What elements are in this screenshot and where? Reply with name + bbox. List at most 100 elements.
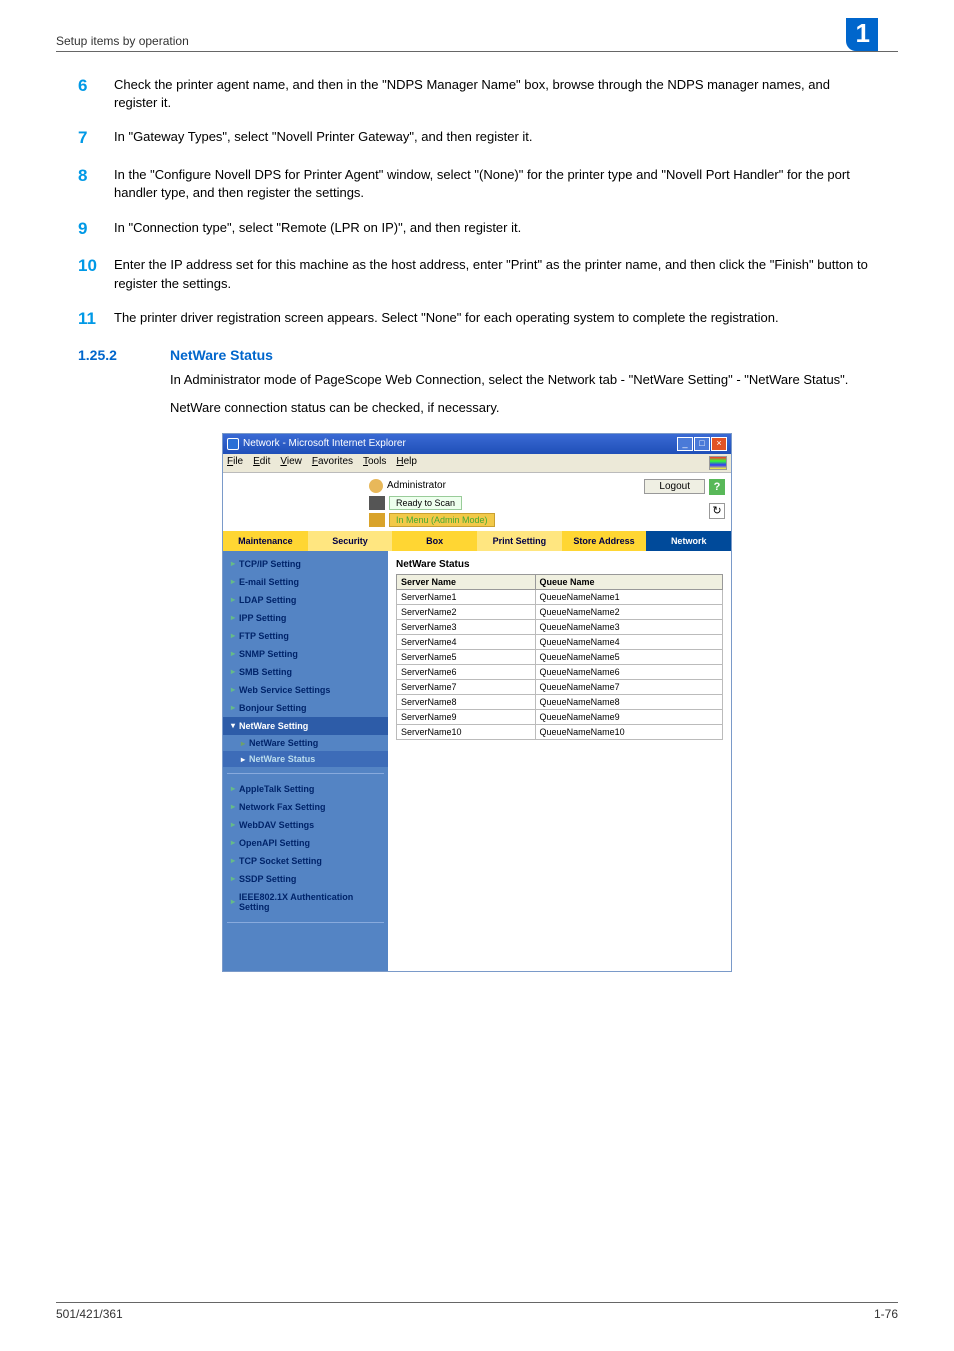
sidebar-item-snmp-setting[interactable]: SNMP Setting [223,645,388,663]
sidebar-item-e-mail-setting[interactable]: E-mail Setting [223,573,388,591]
sidebar-item-ipp-setting[interactable]: IPP Setting [223,609,388,627]
step: 8In the "Configure Novell DPS for Printe… [78,164,876,202]
step-text: In the "Configure Novell DPS for Printer… [114,164,876,202]
sidebar: TCP/IP SettingE-mail SettingLDAP Setting… [223,551,388,971]
table-cell: QueueNameName8 [535,694,722,709]
step: 7In "Gateway Types", select "Novell Prin… [78,126,876,150]
sidebar-item-netware-setting[interactable]: NetWare Setting [223,735,388,751]
tab-bar: MaintenanceSecurityBoxPrint SettingStore… [223,531,731,551]
sidebar-item-tcp-ip-setting[interactable]: TCP/IP Setting [223,555,388,573]
table-cell: QueueNameName4 [535,634,722,649]
ie-icon [227,438,239,450]
menu-favorites[interactable]: Favorites [312,456,353,470]
table-row: ServerName4QueueNameName4 [397,634,723,649]
section-para-1: In Administrator mode of PageScope Web C… [170,371,876,389]
scanner-icon [369,513,385,527]
browser-window: Network - Microsoft Internet Explorer _ … [222,433,732,972]
step-text: In "Connection type", select "Remote (LP… [114,217,521,241]
table-cell: ServerName3 [397,619,536,634]
table-cell: QueueNameName3 [535,619,722,634]
tab-network[interactable]: Network [646,531,731,551]
menu-edit[interactable]: Edit [253,456,270,470]
section-title: NetWare Status [170,347,273,363]
table-row: ServerName8QueueNameName8 [397,694,723,709]
tab-box[interactable]: Box [392,531,477,551]
sidebar-item-network-fax-setting[interactable]: Network Fax Setting [223,798,388,816]
table-cell: QueueNameName7 [535,679,722,694]
sidebar-item-appletalk-setting[interactable]: AppleTalk Setting [223,780,388,798]
printer-icon [369,496,385,510]
status-ready: Ready to Scan [389,496,462,510]
menu-view[interactable]: View [280,456,302,470]
close-button[interactable]: × [711,437,727,451]
col-server-name: Server Name [397,574,536,589]
app-header: Administrator Ready to Scan In Menu (Adm… [223,473,731,531]
table-cell: ServerName8 [397,694,536,709]
step-number: 7 [78,126,114,150]
step: 6Check the printer agent name, and then … [78,74,876,112]
sidebar-item-ssdp-setting[interactable]: SSDP Setting [223,870,388,888]
table-cell: QueueNameName1 [535,589,722,604]
sidebar-item-smb-setting[interactable]: SMB Setting [223,663,388,681]
sidebar-item-ldap-setting[interactable]: LDAP Setting [223,591,388,609]
table-row: ServerName9QueueNameName9 [397,709,723,724]
table-cell: ServerName2 [397,604,536,619]
step-text: In "Gateway Types", select "Novell Print… [114,126,533,150]
step: 9In "Connection type", select "Remote (L… [78,217,876,241]
table-cell: QueueNameName2 [535,604,722,619]
col-queue-name: Queue Name [535,574,722,589]
table-cell: QueueNameName6 [535,664,722,679]
main-panel: NetWare Status Server Name Queue Name Se… [388,551,731,971]
table-cell: ServerName4 [397,634,536,649]
sidebar-item-openapi-setting[interactable]: OpenAPI Setting [223,834,388,852]
chapter-badge: 1 [846,18,878,51]
menu-tools[interactable]: Tools [363,456,386,470]
sidebar-item-ftp-setting[interactable]: FTP Setting [223,627,388,645]
sidebar-item-ieee802-1x-authentication-setting[interactable]: IEEE802.1X Authentication Setting [223,888,388,916]
sidebar-item-netware-status[interactable]: NetWare Status [223,751,388,767]
window-title: Network - Microsoft Internet Explorer [243,438,406,449]
table-cell: ServerName7 [397,679,536,694]
table-cell: QueueNameName5 [535,649,722,664]
tab-security[interactable]: Security [308,531,393,551]
step: 10Enter the IP address set for this mach… [78,254,876,292]
step-number: 11 [78,307,114,331]
status-inmenu: In Menu (Admin Mode) [389,513,495,527]
logout-button[interactable]: Logout [644,479,705,494]
table-row: ServerName5QueueNameName5 [397,649,723,664]
sidebar-item-netware-setting[interactable]: NetWare Setting [223,717,388,735]
menu-bar: File Edit View Favorites Tools Help [223,454,731,473]
tab-store-address[interactable]: Store Address [562,531,647,551]
admin-icon [369,479,383,493]
sidebar-item-bonjour-setting[interactable]: Bonjour Setting [223,699,388,717]
breadcrumb-text: Setup items by operation [56,34,189,48]
step-number: 8 [78,164,114,202]
sidebar-divider [227,773,384,774]
refresh-button[interactable]: ↻ [709,503,725,519]
table-cell: ServerName5 [397,649,536,664]
help-button[interactable]: ? [709,479,725,495]
table-cell: ServerName9 [397,709,536,724]
minimize-button[interactable]: _ [677,437,693,451]
table-row: ServerName10QueueNameName10 [397,724,723,739]
table-cell: ServerName1 [397,589,536,604]
table-row: ServerName2QueueNameName2 [397,604,723,619]
panel-title: NetWare Status [396,559,723,570]
table-row: ServerName1QueueNameName1 [397,589,723,604]
step: 11The printer driver registration screen… [78,307,876,331]
step-number: 6 [78,74,114,112]
sidebar-divider [227,922,384,923]
tab-print-setting[interactable]: Print Setting [477,531,562,551]
sidebar-item-tcp-socket-setting[interactable]: TCP Socket Setting [223,852,388,870]
sidebar-item-webdav-settings[interactable]: WebDAV Settings [223,816,388,834]
footer-left: 501/421/361 [56,1307,123,1321]
maximize-button[interactable]: □ [694,437,710,451]
table-cell: ServerName6 [397,664,536,679]
step-number: 10 [78,254,114,292]
window-titlebar: Network - Microsoft Internet Explorer _ … [223,434,731,454]
tab-maintenance[interactable]: Maintenance [223,531,308,551]
admin-label: Administrator [387,480,446,491]
menu-help[interactable]: Help [396,456,417,470]
sidebar-item-web-service-settings[interactable]: Web Service Settings [223,681,388,699]
menu-file[interactable]: File [227,456,243,470]
